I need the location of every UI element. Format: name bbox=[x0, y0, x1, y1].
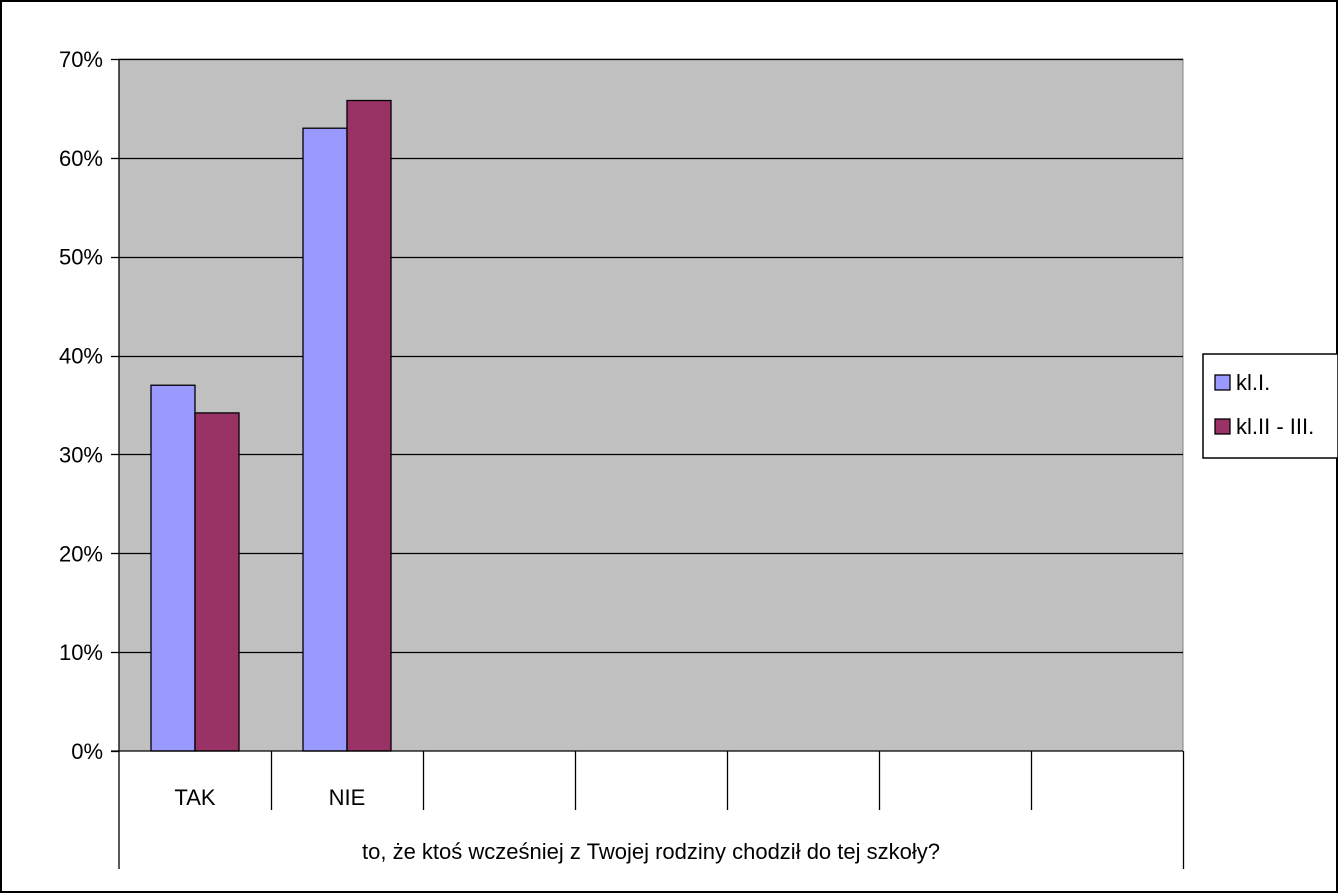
legend-box bbox=[1202, 353, 1338, 459]
bars bbox=[150, 99, 392, 752]
legend-swatch bbox=[1214, 418, 1231, 435]
y-tick-label: 30% bbox=[59, 442, 103, 467]
axes bbox=[111, 58, 1185, 869]
bar-kl-i-nie bbox=[302, 127, 348, 752]
y-tick-labels: 0% 10% 20% 30% 40% 50% 60% 70% bbox=[59, 47, 103, 764]
y-tick-label: 10% bbox=[59, 640, 103, 665]
y-tick-label: 0% bbox=[71, 739, 103, 764]
legend-label: kl.I. bbox=[1236, 370, 1270, 395]
legend: kl.I. kl.II - III. bbox=[1202, 353, 1338, 459]
legend-label: kl.II - III. bbox=[1236, 414, 1314, 439]
plot-area bbox=[118, 58, 1184, 752]
y-tick-label: 70% bbox=[59, 47, 103, 72]
bar-kl-i-tak bbox=[150, 384, 196, 752]
y-tick-label: 40% bbox=[59, 344, 103, 369]
legend-swatch bbox=[1214, 374, 1231, 391]
x-group-label: to, że ktoś wcześniej z Twojej rodziny c… bbox=[362, 839, 940, 864]
bar-kl-ii-iii-tak bbox=[194, 412, 240, 752]
legend-items: kl.I. kl.II - III. bbox=[1214, 370, 1314, 439]
x-category-label: NIE bbox=[329, 785, 366, 810]
y-tick-label: 50% bbox=[59, 245, 103, 270]
gridlines bbox=[119, 58, 1183, 654]
y-tick-label: 60% bbox=[59, 146, 103, 171]
bar-kl-ii-iii-nie bbox=[346, 99, 392, 752]
y-tick-label: 20% bbox=[59, 541, 103, 566]
x-category-labels: TAK NIE to, że ktoś wcześniej z Twojej rod… bbox=[174, 785, 940, 864]
x-category-label: TAK bbox=[174, 785, 215, 810]
